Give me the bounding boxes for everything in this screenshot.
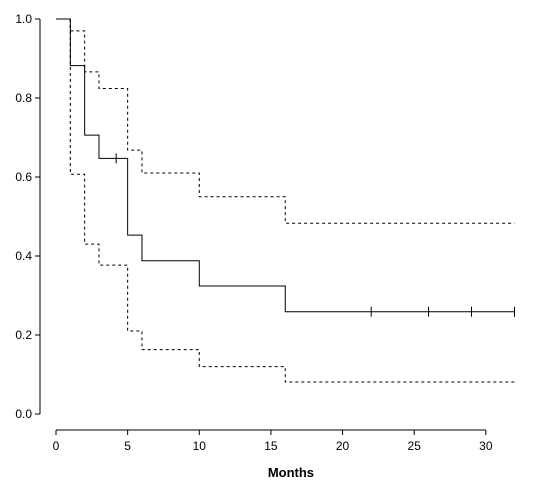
x-tick-label: 20 — [336, 439, 350, 453]
y-tick-label: 0.4 — [15, 249, 32, 263]
x-tick-label: 25 — [408, 439, 422, 453]
lower-ci-curve — [69, 19, 515, 383]
y-tick-label: 1.0 — [15, 12, 32, 26]
axes: 0.0 0.2 0.4 0.6 0.8 1.0 0 5 10 15 20 25 30 — [15, 12, 493, 453]
x-tick-label: 30 — [479, 439, 493, 453]
plot-area — [56, 18, 515, 383]
y-tick-label: 0.2 — [15, 328, 32, 342]
x-tick-label: 10 — [193, 439, 207, 453]
x-tick-label: 0 — [53, 439, 60, 453]
y-tick-label: 0.8 — [15, 91, 32, 105]
x-axis-title: Months — [268, 465, 314, 480]
x-tick-label: 5 — [124, 439, 131, 453]
upper-ci-curve — [69, 19, 515, 224]
y-tick-label: 0.6 — [15, 170, 32, 184]
y-tick-label: 0.0 — [15, 407, 32, 421]
survival-curve — [56, 18, 515, 313]
x-tick-label: 15 — [264, 439, 278, 453]
